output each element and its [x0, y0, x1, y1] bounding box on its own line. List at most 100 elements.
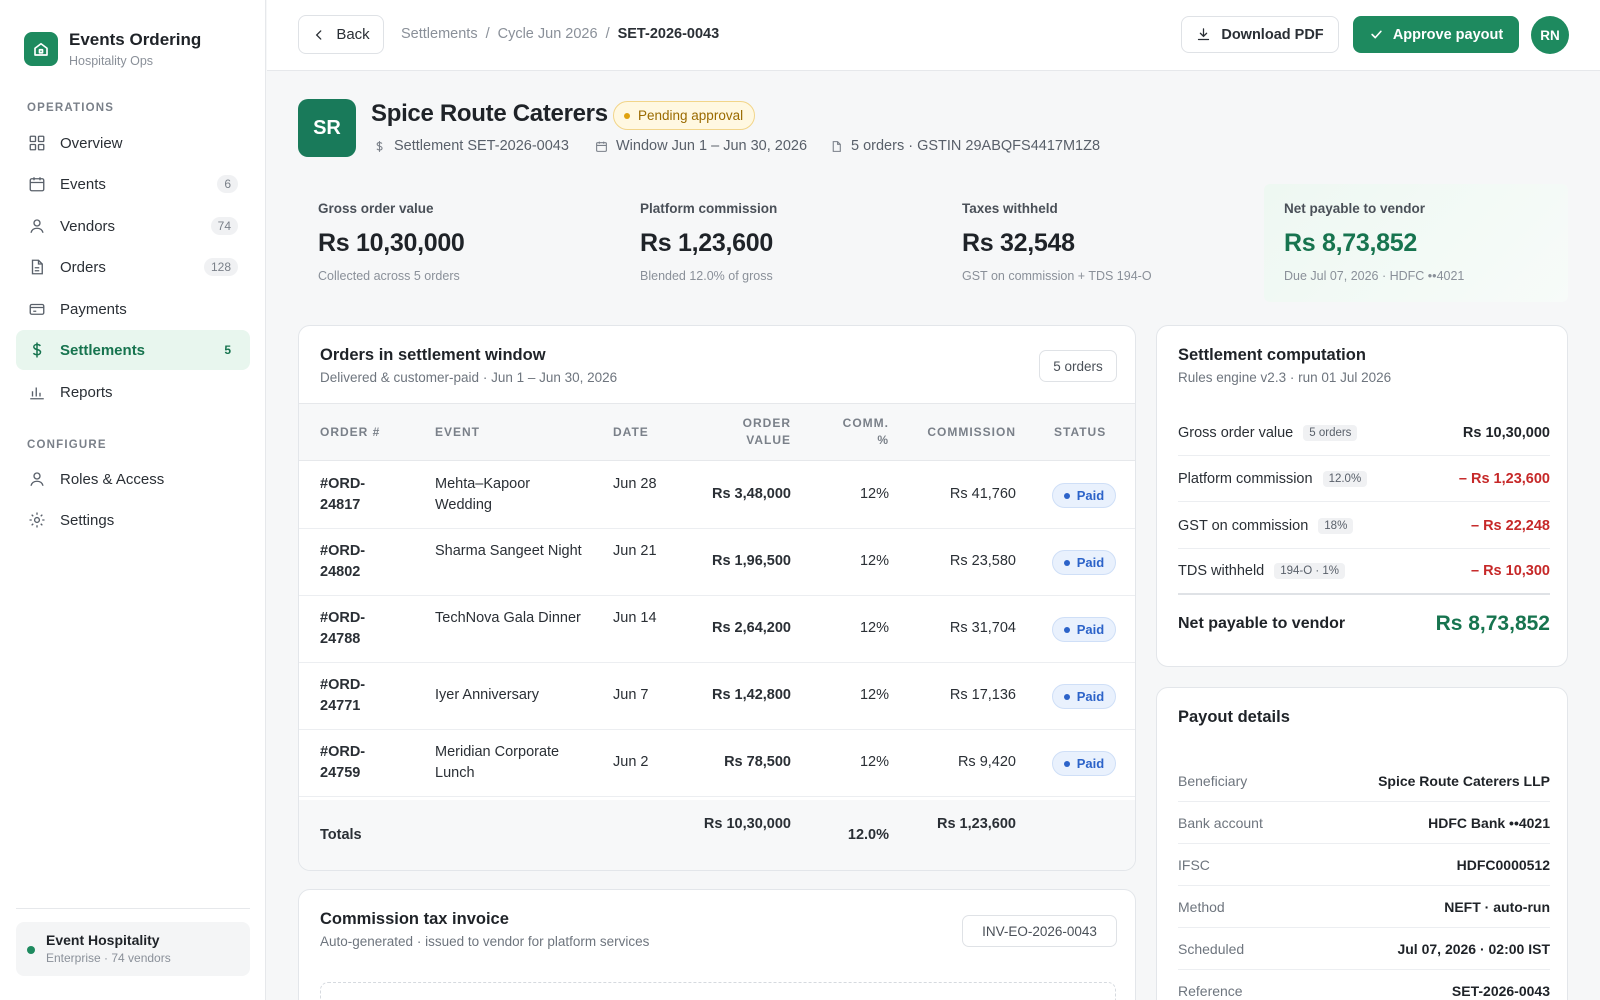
sidebar-item-events[interactable]: Events 6	[16, 164, 250, 204]
invoice-title: Commission tax invoice	[320, 910, 509, 928]
net-value: Rs 8,73,852	[1435, 612, 1550, 635]
breadcrumb: Settlements / Cycle Jun 2026 / SET-2026-…	[401, 26, 719, 42]
brand[interactable]: Events Ordering Hospitality Ops	[24, 30, 201, 68]
table-row[interactable]: #ORD-24802 Sharma Sangeet Night Jun 21 R…	[299, 529, 1135, 596]
computation-row-gst: GST on commission 18% – Rs 22,248	[1178, 503, 1550, 549]
back-button[interactable]: Back	[298, 15, 384, 54]
table-row[interactable]: #ORD-24759 Meridian Corporate Lunch Jun …	[299, 730, 1135, 797]
paid-label: Paid	[1076, 555, 1105, 570]
sidebar-item-overview[interactable]: Overview	[16, 123, 250, 163]
gear-icon	[29, 512, 45, 528]
order-value: Rs 78,500	[724, 754, 791, 770]
col-value: ORDER VALUE	[742, 416, 791, 447]
card-icon	[29, 303, 45, 315]
org-switcher[interactable]: Event Hospitality Enterprise · 74 vendor…	[16, 922, 250, 976]
meta-orders: 5 orders · GSTIN 29ABQFS4417M1Z8	[830, 138, 1100, 154]
vendor-avatar: SR	[298, 99, 356, 157]
orders-subtitle: Delivered & customer-paid · Jun 1 – Jun …	[320, 370, 618, 385]
order-event: TechNova Gala Dinner	[435, 610, 581, 626]
sidebar: Events Ordering Hospitality Ops OPERATIO…	[0, 0, 266, 1000]
sidebar-item-label: Orders	[60, 258, 106, 276]
net-label: Net payable to vendor	[1178, 615, 1346, 632]
breadcrumb-current: SET-2026-0043	[617, 26, 720, 42]
order-pct: 12%	[859, 620, 889, 636]
payout-row: Reference SET-2026-0043	[1178, 970, 1550, 1000]
payout-value: Jul 07, 2026 · 02:00 IST	[1397, 940, 1550, 957]
payout-value: HDFC0000512	[1456, 856, 1550, 873]
computation-value: Rs 10,30,000	[1462, 424, 1550, 441]
payout-card: Payout details Beneficiary Spice Route C…	[1156, 687, 1568, 1000]
totals-pct: 12.0%	[847, 827, 889, 843]
table-row[interactable]: #ORD-24788 TechNova Gala Dinner Jun 14 R…	[299, 596, 1135, 663]
count-badge: 74	[210, 217, 238, 235]
meta-settlement: Settlement SET-2026-0043	[373, 138, 569, 154]
kpi-label: Taxes withheld	[962, 201, 1058, 216]
paid-label: Paid	[1076, 689, 1105, 704]
payout-value: HDFC Bank ••4021	[1428, 814, 1550, 831]
paid-badge: Paid	[1052, 483, 1116, 508]
avatar[interactable]: RN	[1531, 16, 1569, 54]
user-icon	[30, 472, 44, 486]
kpi-label: Net payable to vendor	[1284, 201, 1426, 216]
sidebar-divider	[16, 908, 250, 909]
payout-label: IFSC	[1178, 856, 1210, 873]
order-commission: Rs 31,704	[949, 620, 1016, 636]
kpi-sub: GST on commission + TDS 194-O	[962, 269, 1152, 283]
status-dot	[1063, 492, 1070, 499]
totals-commission: Rs 1,23,600	[936, 816, 1016, 832]
sidebar-item-settings[interactable]: Settings	[16, 500, 250, 540]
brand-title: Events Ordering	[69, 30, 202, 49]
order-date: Jun 14	[613, 610, 657, 626]
sidebar-item-reports[interactable]: Reports	[16, 372, 250, 412]
sidebar-item-label: Events	[60, 175, 106, 193]
kpi-value: Rs 10,30,000	[318, 229, 465, 257]
kpi-net-payable: Net payable to vendor Rs 8,73,852 Due Ju…	[1264, 184, 1568, 302]
download-pdf-button[interactable]: Download PDF	[1181, 16, 1339, 53]
paid-label: Paid	[1076, 488, 1105, 503]
invoice-number-badge[interactable]: INV-EO-2026-0043	[962, 915, 1117, 947]
payout-label: Scheduled	[1178, 940, 1245, 957]
col-order: ORDER #	[320, 425, 381, 439]
order-value: Rs 1,96,500	[711, 553, 791, 569]
payout-label: Bank account	[1178, 814, 1263, 831]
document-icon	[832, 140, 841, 152]
sidebar-item-orders[interactable]: Orders 128	[16, 247, 250, 287]
bar-chart-icon	[30, 387, 44, 400]
computation-label: TDS withheld	[1178, 563, 1265, 579]
order-date: Jun 21	[613, 543, 657, 559]
status-dot	[1063, 760, 1070, 767]
invoice-preview	[320, 982, 1116, 1000]
order-value: Rs 3,48,000	[711, 486, 791, 502]
dollar-icon	[32, 342, 42, 358]
dollar-icon	[376, 140, 383, 152]
approve-payout-button[interactable]: Approve payout	[1353, 16, 1519, 53]
table-row[interactable]: #ORD-24817 Mehta–Kapoor Wedding Jun 28 R…	[299, 462, 1135, 529]
status-dot	[1063, 559, 1070, 566]
paid-badge: Paid	[1052, 751, 1116, 776]
meta-text: Settlement SET-2026-0043	[394, 138, 569, 154]
breadcrumb-settlements[interactable]: Settlements	[401, 26, 478, 42]
computation-pill: 18%	[1318, 517, 1354, 534]
order-date: Jun 2	[613, 754, 649, 770]
order-commission: Rs 17,136	[949, 687, 1016, 703]
order-date: Jun 28	[613, 476, 657, 492]
calendar-icon	[596, 141, 607, 152]
invoice-card: Commission tax invoice Auto-generated · …	[298, 889, 1136, 1000]
breadcrumb-cycle[interactable]: Cycle Jun 2026	[497, 26, 598, 42]
order-commission: Rs 41,760	[949, 486, 1016, 502]
sidebar-item-payments[interactable]: Payments	[16, 289, 250, 329]
payout-label: Method	[1178, 898, 1225, 915]
topbar: Back Settlements / Cycle Jun 2026 / SET-…	[267, 0, 1600, 71]
paid-badge: Paid	[1052, 684, 1116, 709]
order-pct: 12%	[859, 754, 889, 770]
meta-window: Window Jun 1 – Jun 30, 2026	[595, 138, 807, 154]
order-pct: 12%	[859, 687, 889, 703]
sidebar-item-roles[interactable]: Roles & Access	[16, 459, 250, 499]
count-badge: 6	[217, 175, 238, 193]
kpi-gross: Gross order value Rs 10,30,000 Collected…	[298, 184, 604, 302]
sidebar-item-vendors[interactable]: Vendors 74	[16, 206, 250, 246]
computation-label: GST on commission	[1178, 517, 1309, 534]
sidebar-item-settlements[interactable]: Settlements 5	[16, 330, 250, 370]
computation-value: – Rs 1,23,600	[1458, 470, 1550, 487]
table-row[interactable]: #ORD-24771 Iyer Anniversary Jun 7 Rs 1,4…	[299, 663, 1135, 730]
